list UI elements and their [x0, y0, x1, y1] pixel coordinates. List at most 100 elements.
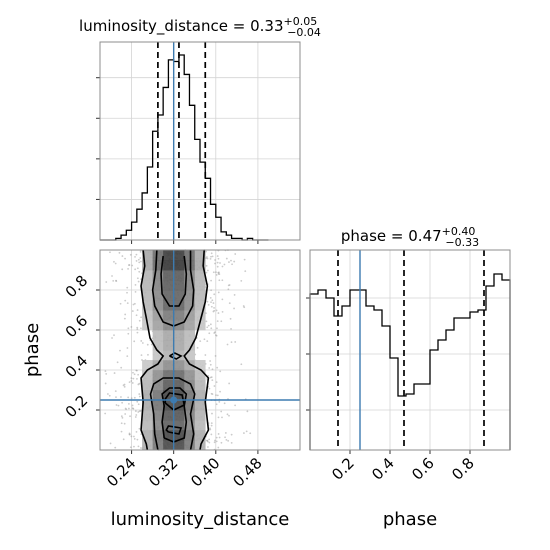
density-cell [163, 420, 174, 431]
density-cell [194, 380, 206, 391]
sample-point [117, 404, 120, 407]
sample-point [111, 275, 113, 277]
sample-point [217, 433, 220, 435]
sample-point [133, 340, 136, 343]
density-cell [163, 250, 174, 261]
contour-mid-bottom [149, 377, 196, 451]
sample-point [126, 355, 129, 358]
density-cell [163, 350, 174, 361]
density-cell [184, 260, 196, 271]
density-cell [184, 400, 196, 411]
density-cell [184, 290, 196, 301]
sample-point [206, 340, 209, 343]
density-cell [194, 270, 206, 281]
density-cell [194, 410, 206, 421]
sample-point [131, 264, 134, 267]
density-cell [152, 340, 164, 351]
sample-point [132, 377, 135, 380]
density-cell [152, 420, 164, 431]
luminosity-distance-histogram-step [100, 54, 269, 241]
sample-point [137, 403, 140, 406]
sample-point [228, 284, 231, 286]
sample-point [146, 343, 149, 346]
sample-point [230, 259, 232, 262]
sample-point [139, 250, 142, 253]
sample-point [127, 268, 129, 270]
sample-point [208, 367, 211, 369]
sample-point [234, 404, 237, 407]
joint-posterior-panel: 0.24 0.32 0.40 0.48 0.2 0.4 0.6 0.8 [62, 249, 301, 490]
sample-point [209, 323, 212, 326]
sample-point [113, 372, 116, 374]
density-cell [152, 280, 164, 291]
sample-point [130, 380, 133, 382]
sample-point [223, 402, 226, 405]
sample-point [130, 326, 133, 328]
sample-point [218, 273, 221, 276]
density-cell [194, 260, 206, 271]
density-cell [184, 340, 196, 351]
density-cell [152, 260, 164, 271]
sample-point [216, 394, 219, 397]
sample-point [230, 441, 233, 444]
sample-point [136, 328, 139, 331]
sample-point [120, 396, 122, 398]
sample-point [136, 309, 139, 311]
sample-point [133, 302, 136, 305]
sample-point [208, 438, 211, 441]
sample-point [217, 291, 220, 294]
density-cell [142, 360, 153, 371]
density-cell [142, 310, 153, 321]
density-cell [184, 250, 196, 261]
sample-point [136, 400, 139, 403]
sample-point [115, 396, 117, 399]
sample-point [215, 334, 217, 337]
sample-point [209, 360, 212, 362]
density-cell [142, 410, 153, 421]
density-cell [194, 390, 206, 401]
density-cell [142, 440, 153, 451]
sample-point [243, 258, 246, 261]
sample-point [219, 390, 221, 393]
sample-point [211, 368, 214, 371]
sample-point [127, 402, 130, 405]
sample-point [138, 319, 141, 322]
density-cell [163, 280, 174, 291]
density-cell [194, 310, 206, 321]
sample-point [135, 314, 138, 317]
sample-point [240, 279, 243, 282]
sample-point [220, 320, 223, 323]
sample-point [211, 393, 214, 396]
density-cell [142, 300, 153, 311]
sample-point [122, 438, 125, 441]
sample-point [227, 439, 230, 442]
sample-point [120, 366, 123, 369]
density-cell [184, 420, 196, 431]
sample-point [216, 366, 219, 369]
sample-point [209, 428, 212, 431]
sample-point [126, 291, 128, 294]
sample-point [120, 422, 123, 425]
density-cell [163, 330, 174, 341]
density-cell [173, 410, 185, 421]
sample-point [210, 327, 213, 330]
phase-histogram-panel: 0.2 0.4 0.6 0.8 [306, 249, 511, 484]
sample-point [210, 279, 212, 282]
luminosity-distance-title-sub: −0.04 [287, 26, 321, 39]
sample-point [216, 261, 219, 264]
sample-point [205, 264, 208, 267]
sample-point [123, 422, 126, 425]
sample-point [246, 410, 249, 413]
sample-point [210, 424, 213, 427]
density-cell [173, 290, 185, 301]
sample-point [108, 394, 111, 397]
density-cell [142, 280, 153, 291]
sample-point [120, 415, 123, 418]
sample-point [207, 446, 209, 448]
luminosity-distance-histogram-panel [96, 41, 301, 244]
sample-point [225, 257, 228, 260]
density-cell [194, 360, 206, 371]
sample-point [135, 260, 138, 262]
sample-point [234, 341, 237, 343]
sample-point [140, 354, 143, 357]
